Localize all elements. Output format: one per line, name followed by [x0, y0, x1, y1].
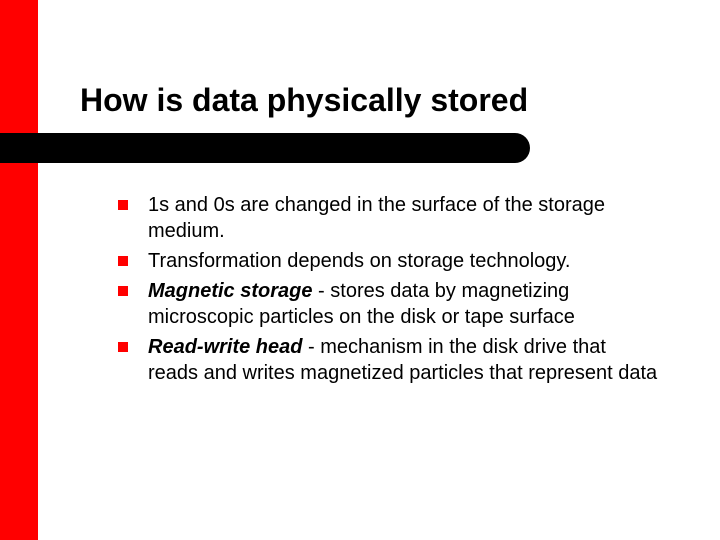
bullet-text: Magnetic storage - stores data by magnet… [148, 278, 658, 330]
title-underline-bar [0, 133, 530, 163]
bullet-marker-icon [118, 286, 128, 296]
bullet-text: Read-write head - mechanism in the disk … [148, 334, 658, 386]
bullet-list: 1s and 0s are changed in the surface of … [118, 192, 658, 390]
list-item: Magnetic storage - stores data by magnet… [118, 278, 658, 330]
accent-sidebar [0, 0, 38, 540]
bullet-text: 1s and 0s are changed in the surface of … [148, 192, 658, 244]
slide-title: How is data physically stored [80, 82, 528, 119]
bullet-marker-icon [118, 256, 128, 266]
bullet-text: Transformation depends on storage techno… [148, 248, 658, 274]
list-item: 1s and 0s are changed in the surface of … [118, 192, 658, 244]
bullet-marker-icon [118, 200, 128, 210]
bullet-marker-icon [118, 342, 128, 352]
list-item: Read-write head - mechanism in the disk … [118, 334, 658, 386]
list-item: Transformation depends on storage techno… [118, 248, 658, 274]
